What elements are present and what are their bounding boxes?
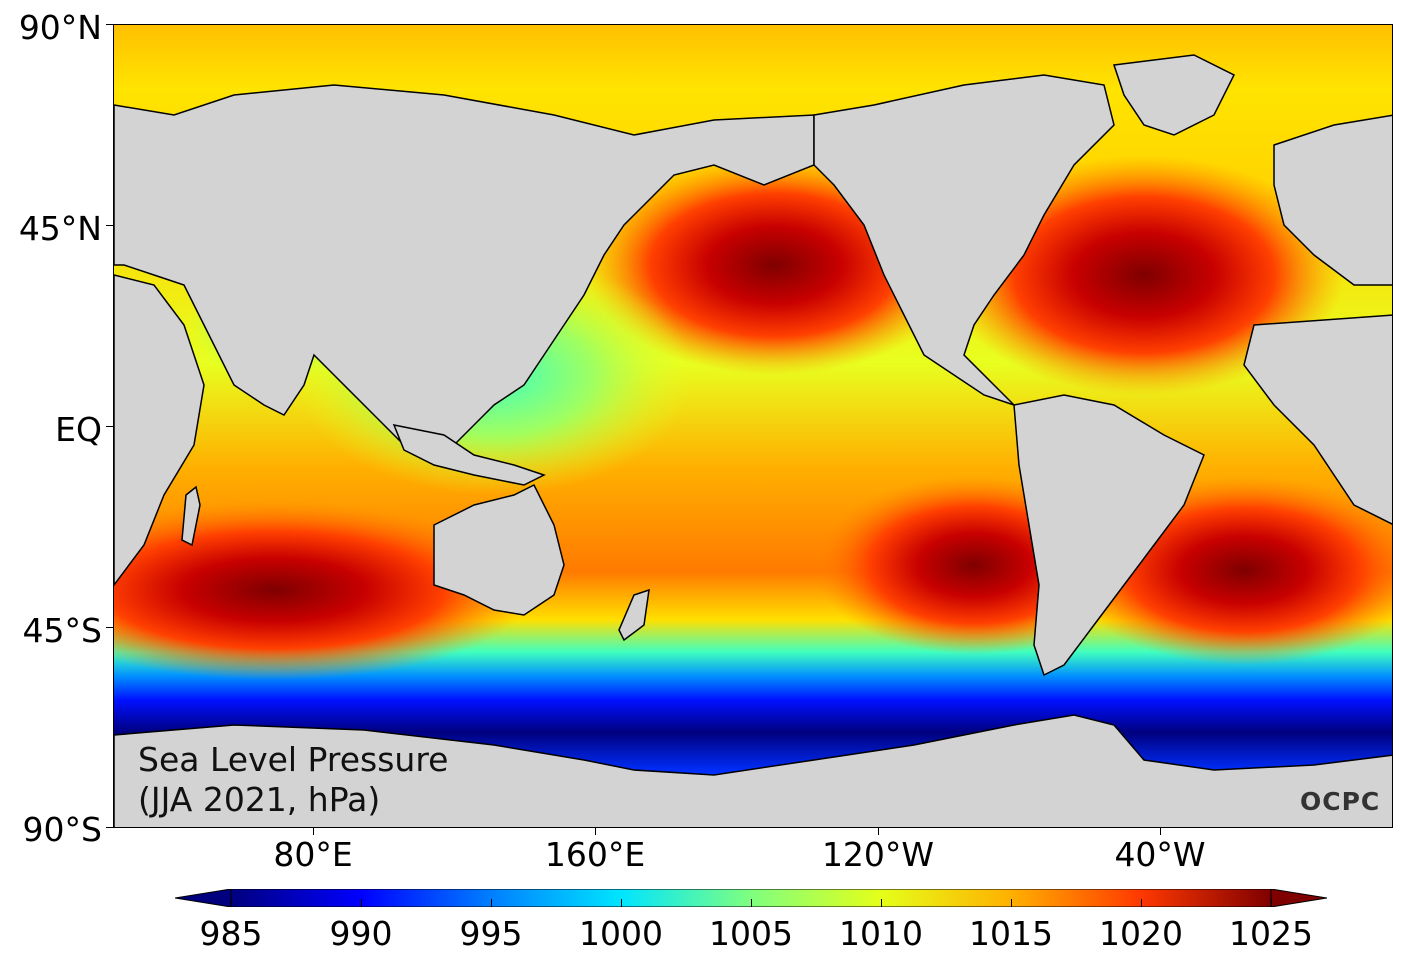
lon-tick-80e — [313, 828, 314, 835]
north-america-land — [813, 74, 1115, 406]
lon-label-160e: 160°E — [544, 835, 646, 874]
colorbar-tick-995 — [491, 899, 492, 907]
lat-tick-eq — [106, 426, 113, 427]
colorbar-label-995: 995 — [459, 914, 523, 953]
colorbar-tick-1015 — [1011, 899, 1012, 907]
colorbar-tick-985 — [231, 899, 232, 907]
new-zealand-land — [618, 588, 650, 642]
madagascar-land — [181, 485, 201, 547]
lat-label-eq: EQ — [55, 410, 102, 449]
colorbar-label-1000: 1000 — [579, 914, 663, 953]
colorbar-label-1025: 1025 — [1229, 914, 1313, 953]
lon-label-40w: 40°W — [1114, 835, 1206, 874]
lat-label-45n: 45°N — [18, 209, 102, 248]
west-africa-land — [1243, 314, 1392, 525]
colorbar-tick-990 — [361, 899, 362, 907]
australia-land — [433, 483, 565, 616]
lat-label-45s: 45°S — [22, 611, 102, 650]
lon-tick-40w — [1160, 828, 1161, 835]
colorbar-label-1010: 1010 — [839, 914, 923, 953]
colorbar-label-1020: 1020 — [1099, 914, 1183, 953]
map-title-line1: Sea Level Pressure — [138, 740, 449, 779]
lon-tick-160e — [595, 828, 596, 835]
colorbar-label-1015: 1015 — [969, 914, 1053, 953]
eurasia-land — [114, 84, 815, 456]
lon-tick-120w — [878, 828, 879, 835]
lat-tick-45s — [106, 627, 113, 628]
lat-tick-45n — [106, 225, 113, 226]
antarctica-land — [114, 714, 1392, 827]
colorbar-tick-1020 — [1141, 899, 1142, 907]
colorbar-tick-1000 — [621, 899, 622, 907]
colorbar-label-1005: 1005 — [709, 914, 793, 953]
europe-land — [1273, 114, 1392, 286]
lat-tick-90n — [106, 24, 113, 25]
lat-tick-90s — [106, 827, 113, 828]
map-canvas — [114, 25, 1392, 827]
map-title-line2: (JJA 2021, hPa) — [138, 780, 381, 819]
south-america-land — [1013, 394, 1205, 677]
colorbar-label-990: 990 — [329, 914, 393, 953]
indonesia-land — [392, 423, 546, 486]
lon-label-80e: 80°E — [273, 835, 353, 874]
lat-label-90s: 90°S — [22, 810, 102, 849]
ocpc-logo: OCPC — [1300, 787, 1381, 816]
colorbar-tick-1025 — [1271, 899, 1272, 907]
africa-land — [114, 274, 205, 587]
colorbar-tick-1005 — [751, 899, 752, 907]
land-masses — [114, 54, 1392, 827]
sea-level-pressure-map — [113, 24, 1393, 828]
colorbar-label-985: 985 — [199, 914, 263, 953]
lon-label-120w: 120°W — [821, 835, 935, 874]
colorbar-min-extension — [175, 889, 232, 907]
colorbar-tick-1010 — [881, 899, 882, 907]
map-title: Sea Level Pressure (JJA 2021, hPa) — [138, 740, 448, 820]
lat-label-90n: 90°N — [18, 8, 102, 47]
colorbar-max-extension — [1270, 889, 1327, 907]
greenland-land — [1112, 54, 1236, 136]
south-indian-high — [114, 500, 534, 680]
